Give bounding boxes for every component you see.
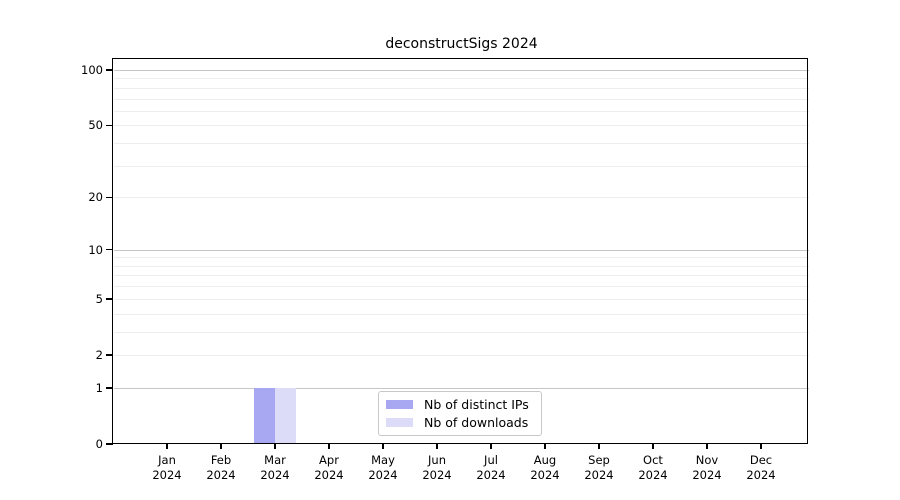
x-tick [760, 444, 762, 449]
x-tick [382, 444, 384, 449]
x-tick [706, 444, 708, 449]
x-tick-label: Jun 2024 [422, 453, 452, 482]
x-tick-label: Jan 2024 [152, 453, 182, 482]
x-tick-label: Oct 2024 [638, 453, 668, 482]
minor-gridline [114, 78, 809, 80]
minor-gridline [114, 313, 809, 315]
minor-gridline [114, 286, 809, 288]
legend-label-distinct-ips: Nb of distinct IPs [424, 396, 529, 412]
y-tick-label: 20 [88, 190, 103, 205]
y-tick [106, 124, 113, 127]
minor-gridline [114, 165, 809, 167]
x-tick-label: May 2024 [368, 453, 398, 482]
y-tick [106, 354, 113, 356]
x-tick [436, 444, 438, 449]
y-tick-label: 0 [95, 437, 103, 451]
legend-item-downloads: Nb of downloads [386, 414, 534, 430]
plot-area [112, 58, 808, 444]
minor-gridline [114, 125, 809, 127]
legend-label-downloads: Nb of downloads [424, 414, 529, 430]
major-gridline [114, 69, 809, 71]
y-tick [106, 196, 113, 199]
y-tick-label: 10 [88, 242, 103, 257]
minor-gridline [114, 275, 809, 277]
minor-gridline [114, 354, 809, 356]
minor-gridline [114, 143, 809, 145]
x-tick [598, 444, 600, 449]
minor-gridline [114, 87, 809, 89]
minor-gridline [114, 265, 809, 267]
y-tick-label: 2 [95, 347, 103, 362]
x-tick-label: Apr 2024 [314, 453, 344, 482]
major-gridline [114, 387, 809, 389]
x-tick [652, 444, 654, 449]
minor-gridline [114, 110, 809, 112]
y-tick [106, 387, 113, 389]
y-tick-label: 100 [81, 62, 103, 77]
x-tick-label: Aug 2024 [530, 453, 560, 482]
minor-gridline [114, 197, 809, 199]
y-tick-label: 5 [95, 291, 103, 306]
y-tick [106, 69, 113, 71]
x-tick [544, 444, 546, 449]
x-tick [490, 444, 492, 449]
legend: Nb of distinct IPs Nb of downloads [378, 391, 542, 436]
minor-gridline [114, 98, 809, 100]
minor-gridline [114, 257, 809, 259]
x-tick [274, 444, 276, 449]
x-tick [220, 444, 222, 449]
major-gridline [114, 249, 809, 251]
bar-mar-downloads [275, 387, 296, 444]
x-tick [166, 444, 168, 449]
x-tick-label: Jul 2024 [476, 453, 506, 482]
x-tick-label: Mar 2024 [260, 453, 290, 482]
legend-swatch-distinct-ips [386, 400, 413, 409]
y-tick [106, 298, 113, 300]
bar-mar-distinct-ips [254, 387, 275, 444]
y-tick [106, 248, 113, 251]
y-tick-label: 50 [88, 118, 103, 133]
minor-gridline [114, 331, 809, 333]
x-tick [328, 444, 330, 449]
y-tick [106, 443, 113, 445]
x-tick-label: Dec 2024 [746, 453, 776, 482]
x-tick-label: Sep 2024 [584, 453, 614, 482]
legend-swatch-downloads [386, 418, 413, 427]
y-tick-label: 1 [95, 380, 103, 395]
legend-item-distinct-ips: Nb of distinct IPs [386, 396, 534, 412]
chart-title: deconstructSigs 2024 [385, 36, 538, 52]
x-tick-label: Nov 2024 [692, 453, 722, 482]
x-tick-label: Feb 2024 [206, 453, 236, 482]
minor-gridline [114, 298, 809, 300]
